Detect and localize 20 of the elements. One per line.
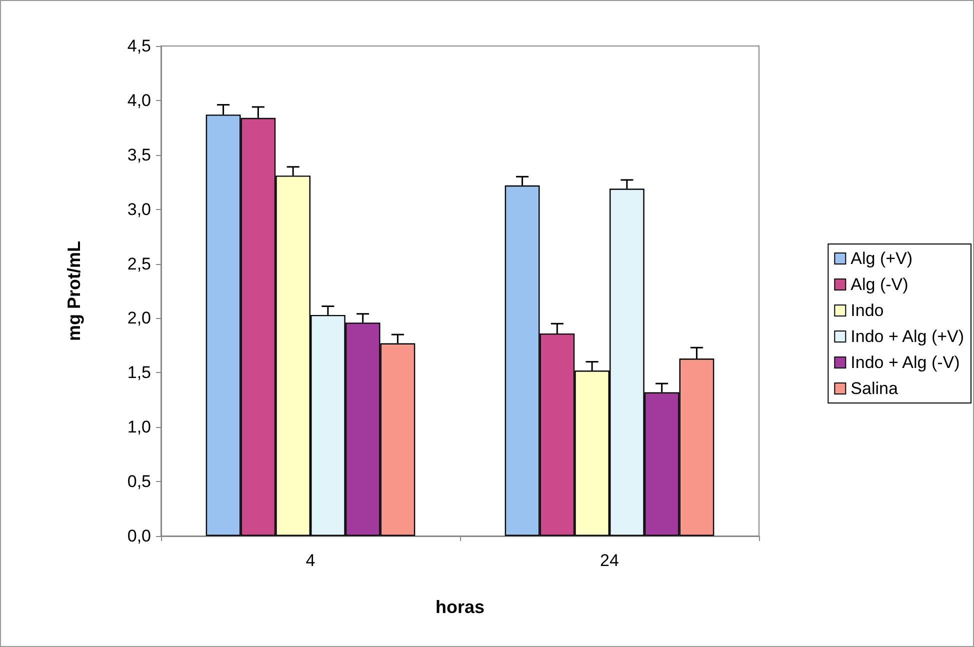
y-tick-label: 4,0 [127,90,151,110]
y-tick-label: 2,0 [127,308,151,328]
y-tick-label: 2,5 [127,254,151,274]
legend-label: Alg (+V) [850,249,913,268]
y-tick-label: 0,0 [127,526,151,546]
x-tick-label: 4 [306,551,316,570]
y-tick-label: 1,5 [127,363,151,382]
x-axis-title: horas [435,597,485,617]
y-axis-title: mg Prot/mL [64,240,84,342]
legend-label: Alg (-V) [850,275,908,294]
legend-label: Indo + Alg (+V) [850,327,964,346]
y-tick-label: 1,0 [127,418,151,437]
legend-label: Indo + Alg (-V) [850,353,960,372]
legend-label: Indo [850,301,884,320]
y-tick-label: 3,0 [127,200,151,219]
x-tick-label: 24 [600,551,619,570]
y-tick-label: 3,5 [127,145,151,164]
y-tick-label: 4,5 [127,36,151,56]
legend-label: Salina [850,379,898,398]
y-tick-label: 0,5 [127,472,151,492]
